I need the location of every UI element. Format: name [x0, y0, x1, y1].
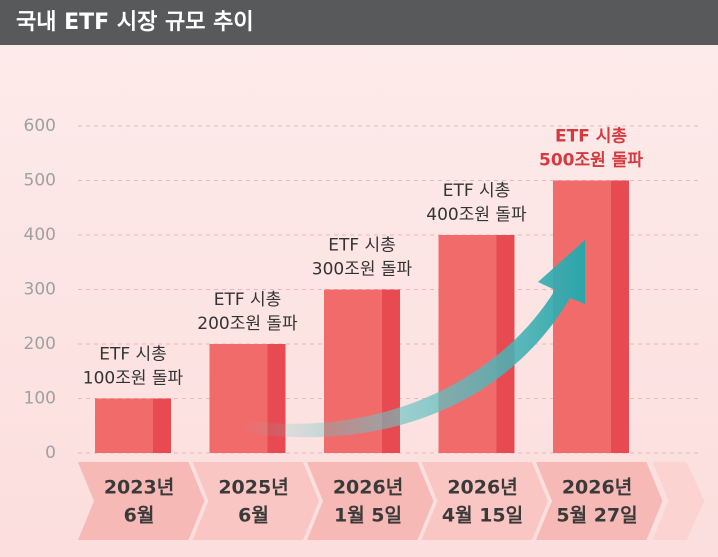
x-tick-label: 2026년 [447, 477, 517, 499]
x-tick-label: 4월 15일 [442, 505, 523, 527]
bar-shade [267, 344, 286, 453]
category-chevron [421, 462, 548, 540]
bar-shade [496, 235, 515, 453]
category-chevron [307, 462, 434, 540]
data-label: 300조원 돌파 [312, 260, 413, 280]
y-tick-label: 300 [24, 280, 56, 300]
bar-group [553, 180, 629, 453]
y-tick-label: 400 [24, 225, 56, 245]
bar-group [438, 235, 515, 453]
y-tick-label: 500 [24, 171, 56, 191]
data-label: ETF 시총 [443, 181, 511, 201]
x-tick-label: 6월 [124, 505, 155, 527]
bar-shade [611, 180, 629, 453]
y-tick-label: 200 [24, 334, 56, 354]
category-chevron [536, 462, 663, 540]
data-label: 200조원 돌파 [197, 314, 298, 334]
data-label: ETF 시총 [99, 345, 167, 365]
category-chevron [192, 462, 319, 540]
bar-group [209, 344, 286, 453]
y-tick-label: 100 [24, 389, 56, 409]
chevron-tip [652, 462, 705, 540]
data-label: ETF 시총 [214, 290, 282, 310]
x-tick-label: 2025년 [218, 477, 288, 499]
bar-shade [153, 398, 171, 453]
data-label: 400조원 돌파 [426, 205, 527, 225]
x-tick-label: 6월 [238, 505, 269, 527]
y-tick-label: 0 [45, 443, 56, 463]
data-label: ETF 시총 [555, 127, 627, 147]
y-tick-label: 600 [24, 116, 56, 136]
x-tick-label: 5월 27일 [556, 505, 637, 527]
bar-group [95, 398, 171, 453]
data-label: 100조원 돌파 [83, 369, 184, 389]
x-tick-label: 2023년 [104, 477, 174, 499]
chart-title: 국내 ETF 시장 규모 추이 [16, 10, 254, 35]
x-tick-label: 1월 5일 [334, 505, 402, 527]
data-label: 500조원 돌파 [539, 151, 643, 171]
title-bar [0, 0, 718, 45]
x-tick-label: 2026년 [333, 477, 403, 499]
category-chevron [78, 462, 205, 540]
data-label: ETF 시총 [328, 236, 396, 256]
x-tick-label: 2026년 [562, 477, 632, 499]
